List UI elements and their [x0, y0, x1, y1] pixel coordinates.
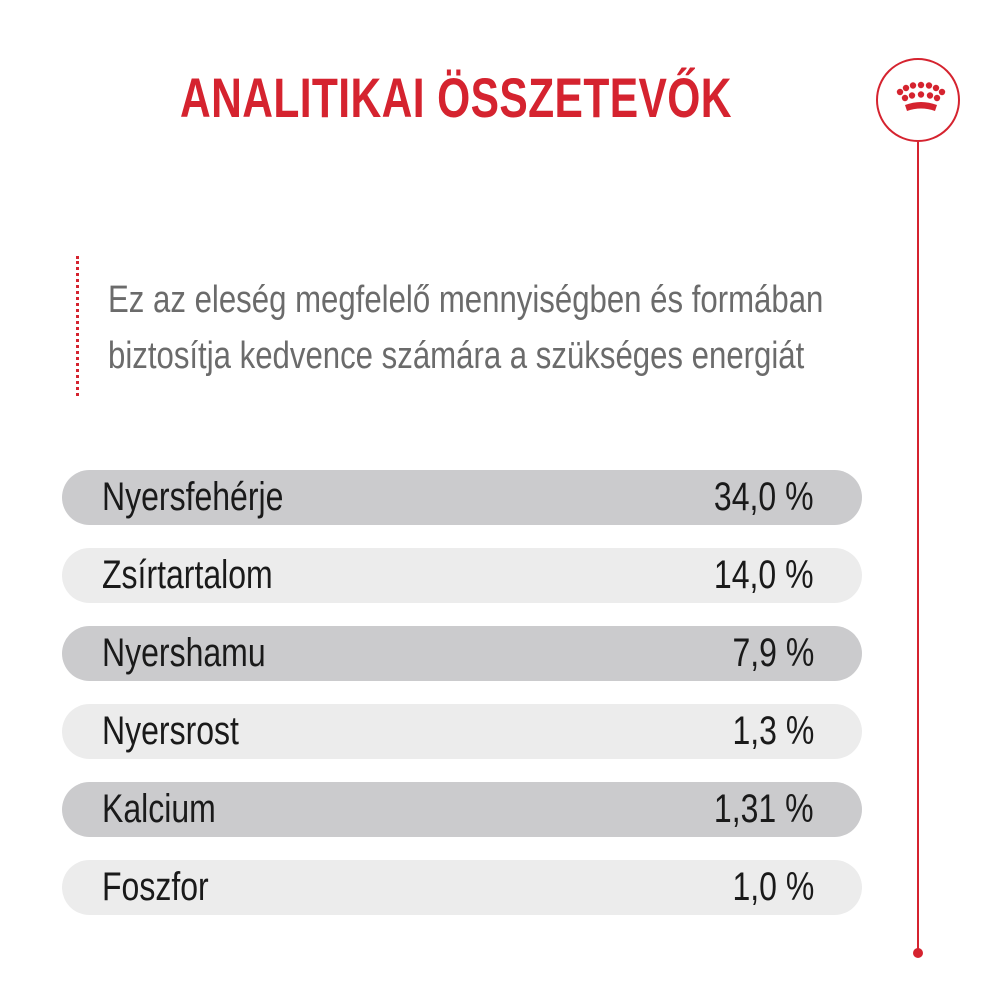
- nutrient-value: 7,9 %: [732, 631, 814, 675]
- nutrient-label: Nyershamu: [102, 631, 266, 675]
- nutrient-value: 34,0 %: [714, 475, 814, 519]
- nutrient-label: Nyersfehérje: [102, 475, 284, 519]
- intro-text: Ez az eleség megfelelő mennyiségben és f…: [108, 272, 823, 384]
- intro-line-1: Ez az eleség megfelelő mennyiségben és f…: [108, 279, 824, 321]
- crown-icon: [896, 81, 946, 111]
- intro-line-2: biztosítja kedvence számára a szükséges …: [108, 335, 805, 377]
- timeline-end-dot: [913, 948, 923, 958]
- nutrient-value: 14,0 %: [714, 553, 814, 597]
- nutrient-row-phosphorus: Foszfor 1,0 %: [62, 860, 862, 915]
- nutrient-table: Nyersfehérje 34,0 % Zsírtartalom 14,0 % …: [62, 470, 862, 938]
- nutrient-row-fiber: Nyersrost 1,3 %: [62, 704, 862, 759]
- nutrient-value: 1,0 %: [732, 865, 814, 909]
- nutrient-label: Nyersrost: [102, 709, 239, 753]
- nutrient-row-fat: Zsírtartalom 14,0 %: [62, 548, 862, 603]
- nutrient-value: 1,3 %: [732, 709, 814, 753]
- nutrient-value: 1,31 %: [714, 787, 814, 831]
- nutrient-row-protein: Nyersfehérje 34,0 %: [62, 470, 862, 525]
- nutrient-label: Zsírtartalom: [102, 553, 273, 597]
- timeline-line: [917, 142, 919, 952]
- nutrient-row-ash: Nyershamu 7,9 %: [62, 626, 862, 681]
- nutrient-row-calcium: Kalcium 1,31 %: [62, 782, 862, 837]
- page-title: ANALITIKAI ÖSSZETEVŐK: [180, 66, 732, 129]
- nutrient-label: Kalcium: [102, 787, 216, 831]
- nutrient-label: Foszfor: [102, 865, 209, 909]
- dotted-accent-rule: [76, 256, 79, 396]
- brand-logo: [876, 58, 960, 142]
